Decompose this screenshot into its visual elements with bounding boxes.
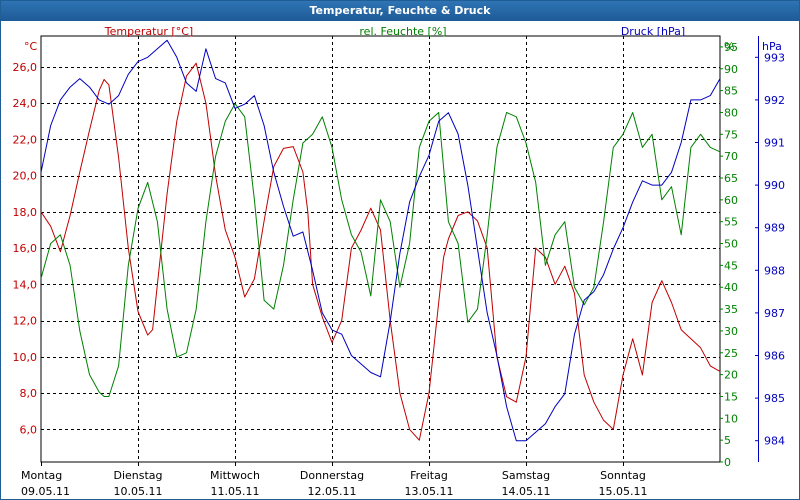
humidity-unit: %	[724, 40, 734, 53]
x-tick-label-date: 12.05.11	[308, 485, 357, 498]
humidity-tick-label: 30	[724, 325, 738, 338]
x-tick-label-day: Donnerstag	[300, 469, 364, 482]
humidity-tick-label: 85	[724, 85, 738, 98]
pressure-line	[40, 39, 721, 442]
temperature-tick-label: 12,0	[13, 315, 38, 328]
humidity-tick-label: 60	[724, 194, 738, 207]
temperature-line	[40, 62, 721, 441]
pressure-tick-label: 991	[764, 137, 785, 150]
pressure-tick-label: 989	[764, 222, 785, 235]
x-tick-label-day: Sonntag	[600, 469, 646, 482]
x-tick-label-day: Montag	[21, 469, 62, 482]
pressure-axis-title: Druck [hPa]	[621, 25, 685, 38]
pressure-tick-label: 988	[764, 264, 785, 277]
x-tick-label-day: Dienstag	[113, 469, 162, 482]
temperature-axis-title: Temperatur [°C]	[104, 25, 193, 38]
temperature-tick-label: 16,0	[13, 242, 38, 255]
x-tick-label-date: 10.05.11	[114, 485, 163, 498]
x-tick-label-date: 15.05.11	[599, 485, 648, 498]
temperature-tick-label: 8,0	[20, 387, 38, 400]
chart-title: Temperatur, Feuchte & Druck	[1, 1, 799, 21]
humidity-line	[40, 103, 721, 397]
x-tick-label-date: 09.05.11	[21, 485, 70, 498]
humidity-tick-label: 5	[724, 434, 731, 447]
humidity-tick-label: 25	[724, 347, 738, 360]
humidity-tick-label: 10	[724, 412, 738, 425]
temperature-unit: °C	[24, 40, 38, 53]
temperature-tick-label: 20,0	[13, 170, 38, 183]
humidity-tick-label: 55	[724, 216, 738, 229]
temperature-tick-label: 6,0	[20, 423, 38, 436]
x-tick-label-date: 11.05.11	[211, 485, 260, 498]
humidity-tick-label: 90	[724, 63, 738, 76]
humidity-tick-label: 40	[724, 281, 738, 294]
pressure-tick-label: 993	[764, 51, 785, 64]
humidity-tick-label: 75	[724, 128, 738, 141]
pressure-tick-label: 984	[764, 435, 785, 448]
humidity-tick-label: 95	[724, 41, 738, 54]
humidity-tick-label: 0	[724, 456, 731, 469]
pressure-tick-label: 987	[764, 307, 785, 320]
temperature-tick-label: 22,0	[13, 133, 38, 146]
temperature-tick-label: 14,0	[13, 278, 38, 291]
pressure-tick-label: 992	[764, 94, 785, 107]
x-tick-label-day: Mittwoch	[210, 469, 260, 482]
humidity-axis-title: rel. Feuchte [%]	[359, 25, 446, 38]
temperature-tick-label: 24,0	[13, 97, 38, 110]
x-tick-label-date: 14.05.11	[502, 485, 551, 498]
x-tick-label-date: 13.05.11	[405, 485, 454, 498]
pressure-tick-label: 990	[764, 179, 785, 192]
pressure-tick-label: 985	[764, 392, 785, 405]
humidity-tick-label: 15	[724, 390, 738, 403]
humidity-tick-label: 20	[724, 369, 738, 382]
temperature-tick-label: 26,0	[13, 61, 38, 74]
humidity-tick-label: 35	[724, 303, 738, 316]
pressure-unit: hPa	[762, 40, 782, 53]
temperature-tick-label: 18,0	[13, 206, 38, 219]
temperature-tick-label: 10,0	[13, 351, 38, 364]
humidity-tick-label: 65	[724, 172, 738, 185]
humidity-tick-label: 80	[724, 106, 738, 119]
humidity-tick-label: 50	[724, 238, 738, 251]
humidity-tick-label: 45	[724, 259, 738, 272]
pressure-tick-label: 986	[764, 350, 785, 363]
x-tick-label-day: Freitag	[410, 469, 448, 482]
humidity-tick-label: 70	[724, 150, 738, 163]
x-tick-label-day: Samstag	[502, 469, 550, 482]
